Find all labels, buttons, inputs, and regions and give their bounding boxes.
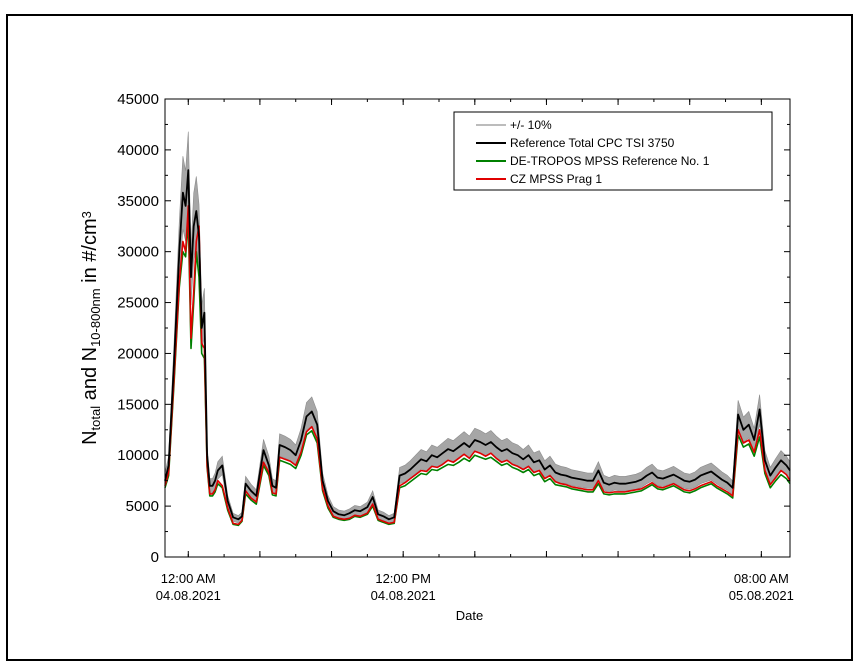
x-tick-label-date: 05.08.2021 (729, 588, 794, 603)
y-tick-label: 10000 (117, 447, 159, 464)
x-tick-label-time: 12:00 PM (375, 571, 431, 586)
legend-label: +/- 10% (510, 118, 552, 132)
figure-frame (6, 14, 853, 661)
y-axis-label-part: 10-800nm (88, 288, 103, 347)
y-axis-label-part: N (79, 430, 101, 444)
y-tick-label: 45000 (117, 91, 159, 108)
x-tick-label-time: 08:00 AM (734, 571, 789, 586)
axis-labels: Date Ntotal and N10-800nm in #/cm3 (79, 211, 483, 623)
series-line-cz-mpss (164, 205, 791, 526)
x-axis-label: Date (456, 608, 483, 623)
y-tick-label: 20000 (117, 345, 159, 362)
y-axis-label-part: total (88, 406, 103, 431)
legend: +/- 10% Reference Total CPC TSI 3750 DE-TR… (453, 111, 773, 191)
legend-label: Reference Total CPC TSI 3750 (510, 136, 675, 150)
legend-label: DE-TROPOS MPSS Reference No. 1 (510, 154, 710, 168)
plot-area (164, 131, 791, 527)
legend-label: CZ MPSS Prag 1 (510, 172, 602, 186)
y-tick-label: 40000 (117, 142, 159, 159)
series-line-reference-cpc (164, 169, 791, 521)
y-axis-label-part: 3 (79, 211, 94, 218)
y-tick-label: 0 (151, 549, 159, 566)
x-tick-label-time: 12:00 AM (161, 571, 216, 586)
y-tick-label: 35000 (117, 193, 159, 210)
y-tick-label: 5000 (126, 498, 159, 515)
y-tick-label: 15000 (117, 396, 159, 413)
legend-box (453, 111, 773, 191)
y-tick-label: 30000 (117, 244, 159, 261)
x-tick-label-date: 04.08.2021 (156, 588, 221, 603)
axes: 0 5000 10000 15000 20000 25000 30000 35000 40000… (117, 91, 794, 603)
y-axis-label: Ntotal and N10-800nm in #/cm3 (79, 211, 103, 445)
x-tick-label-date: 04.08.2021 (371, 588, 436, 603)
series-line-de-tropos (164, 220, 791, 527)
y-axis-label-part: and N (79, 347, 101, 406)
y-tick-label: 25000 (117, 295, 159, 312)
y-axis-label-part: in #/cm (79, 218, 101, 288)
